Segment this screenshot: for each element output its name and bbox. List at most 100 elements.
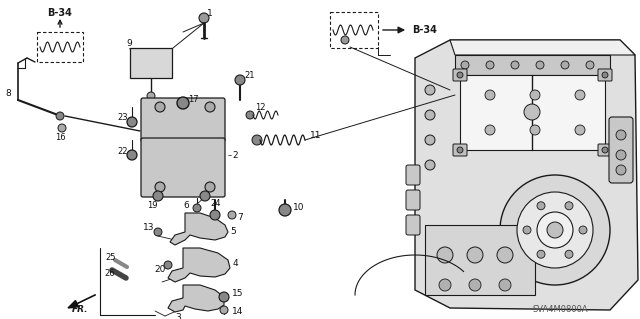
FancyBboxPatch shape [141,98,225,142]
Circle shape [537,202,545,210]
FancyBboxPatch shape [453,144,467,156]
Circle shape [439,279,451,291]
Circle shape [485,125,495,135]
Text: 4: 4 [233,259,239,269]
Text: 26: 26 [104,269,115,278]
Circle shape [547,222,563,238]
Circle shape [154,228,162,236]
Polygon shape [170,213,228,245]
Text: SVA4M0800A: SVA4M0800A [532,306,588,315]
Text: 15: 15 [232,290,243,299]
Circle shape [228,211,236,219]
Circle shape [486,61,494,69]
Circle shape [457,72,463,78]
Text: 8: 8 [5,88,11,98]
Circle shape [341,36,349,44]
Circle shape [467,247,483,263]
Text: 18: 18 [205,220,216,229]
Text: 10: 10 [293,203,305,211]
Circle shape [246,111,254,119]
Circle shape [575,125,585,135]
Text: 21: 21 [244,71,255,80]
Circle shape [523,226,531,234]
Circle shape [199,13,209,23]
Polygon shape [168,285,224,312]
Circle shape [205,102,215,112]
Circle shape [530,125,540,135]
Circle shape [56,112,64,120]
Circle shape [58,124,66,132]
Circle shape [425,110,435,120]
Circle shape [511,61,519,69]
Circle shape [127,117,137,127]
Circle shape [220,306,228,314]
Text: B-34: B-34 [412,25,437,35]
Text: 23: 23 [117,114,127,122]
Circle shape [536,61,544,69]
Circle shape [210,210,220,220]
FancyBboxPatch shape [130,48,172,78]
Circle shape [616,130,626,140]
Circle shape [437,247,453,263]
FancyBboxPatch shape [406,165,420,185]
Circle shape [616,150,626,160]
Text: 7: 7 [237,213,243,222]
Text: 1: 1 [207,9,212,18]
Text: 16: 16 [55,132,66,142]
Circle shape [530,90,540,100]
Circle shape [602,147,608,153]
FancyBboxPatch shape [453,69,467,81]
FancyBboxPatch shape [406,215,420,235]
Circle shape [602,72,608,78]
Circle shape [561,61,569,69]
Text: 2: 2 [232,151,237,160]
FancyBboxPatch shape [425,225,535,295]
Circle shape [461,61,469,69]
FancyBboxPatch shape [406,190,420,210]
Circle shape [200,191,210,201]
Text: 3: 3 [175,313,180,319]
FancyBboxPatch shape [455,55,610,75]
Circle shape [499,279,511,291]
Circle shape [537,250,545,258]
Polygon shape [68,300,79,308]
Polygon shape [415,40,638,310]
Circle shape [500,175,610,285]
Circle shape [177,97,189,109]
Circle shape [575,90,585,100]
Circle shape [457,147,463,153]
Text: 9: 9 [126,39,132,48]
FancyBboxPatch shape [609,117,633,183]
Circle shape [485,90,495,100]
Text: B-34: B-34 [47,8,72,18]
Circle shape [155,102,165,112]
Text: 11: 11 [310,131,321,140]
FancyBboxPatch shape [141,138,225,197]
Circle shape [252,135,262,145]
Text: 22: 22 [117,147,127,157]
Circle shape [153,191,163,201]
Text: 17: 17 [188,95,198,105]
Text: 12: 12 [255,102,266,112]
Circle shape [537,212,573,248]
Circle shape [565,250,573,258]
Circle shape [155,182,165,192]
Text: 20: 20 [154,265,165,275]
Text: 14: 14 [232,308,243,316]
Circle shape [517,192,593,268]
Circle shape [425,135,435,145]
Text: FR.: FR. [72,306,88,315]
FancyBboxPatch shape [598,144,612,156]
Circle shape [235,75,245,85]
Text: 13: 13 [143,224,154,233]
Circle shape [205,182,215,192]
Circle shape [219,292,229,302]
Circle shape [469,279,481,291]
FancyBboxPatch shape [598,69,612,81]
Circle shape [147,92,155,100]
Polygon shape [168,248,230,282]
Circle shape [425,160,435,170]
Circle shape [193,204,201,212]
Circle shape [616,165,626,175]
FancyBboxPatch shape [460,75,605,150]
